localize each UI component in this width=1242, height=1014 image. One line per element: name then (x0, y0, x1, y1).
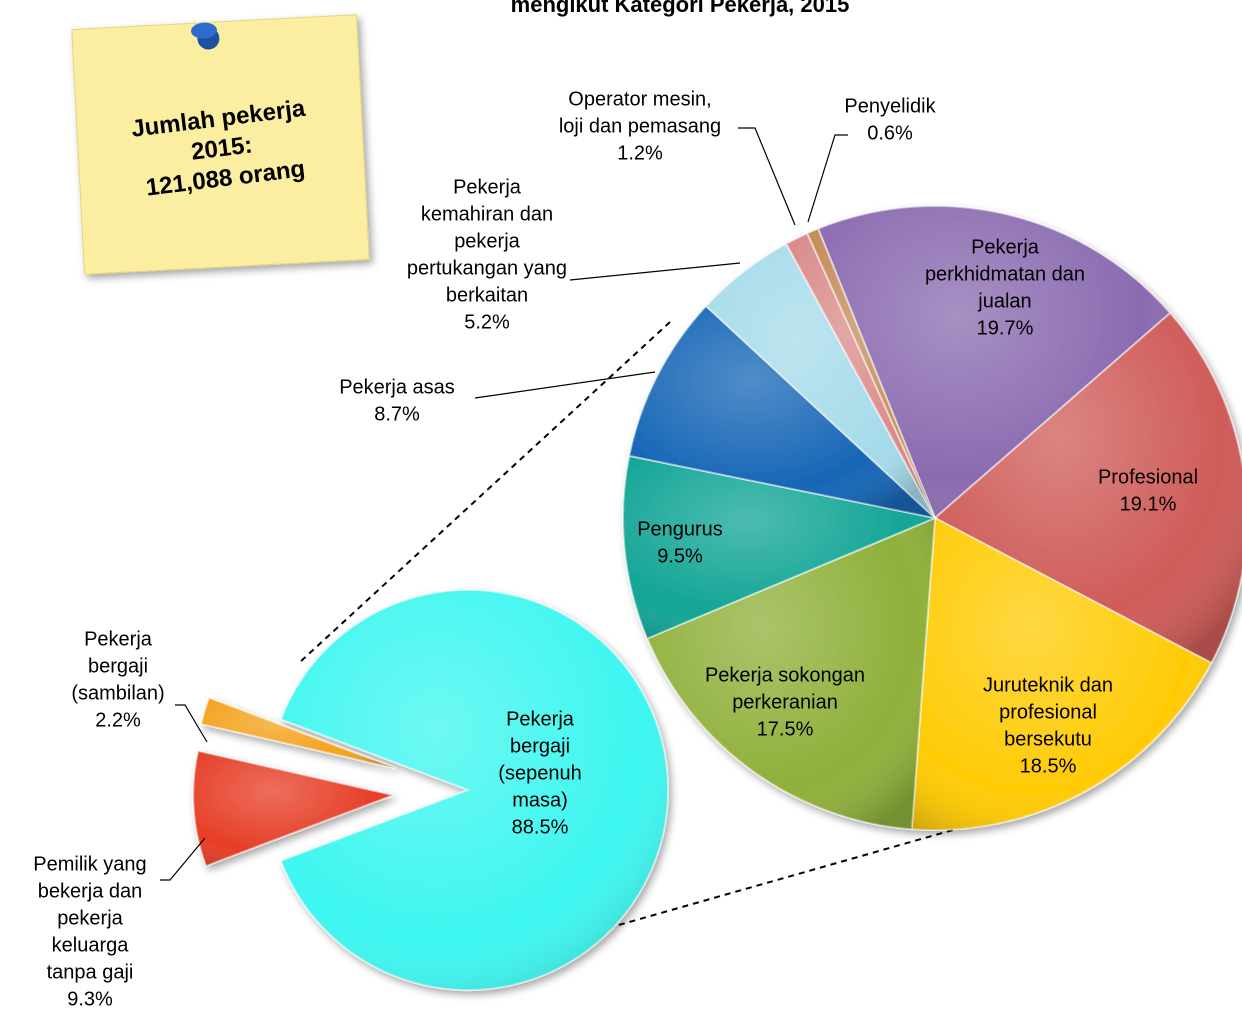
leader-line (738, 128, 795, 225)
slice-label: perkhidmatan dan (925, 263, 1085, 285)
slice-label: bergaji (510, 735, 570, 757)
leader-line (475, 372, 655, 398)
value-label: 18.5% (1020, 755, 1077, 777)
leader-line (570, 263, 740, 280)
slice-label: profesional (999, 701, 1097, 723)
slice-label: Pengurus (637, 518, 723, 540)
slice-label: pertukangan yang (407, 257, 567, 279)
value-label: 2.2% (95, 709, 141, 731)
value-label: 5.2% (464, 311, 510, 333)
slice-label: pekerja (454, 230, 520, 252)
slice-label: Pekerja (506, 708, 575, 730)
value-label: 19.7% (977, 317, 1034, 339)
slice-label: Operator mesin, (568, 88, 711, 110)
slice-label: bergaji (88, 655, 148, 677)
pie (193, 590, 668, 990)
chart-title: mengikut Kategori Pekerja, 2015 (511, 0, 850, 17)
value-label: 8.7% (374, 403, 420, 425)
slice-label: berkaitan (446, 284, 528, 306)
slice-label: masa) (512, 789, 568, 811)
value-label: 17.5% (757, 718, 814, 740)
slice-label: (sambilan) (71, 682, 164, 704)
slice-label: Pekerja (971, 236, 1040, 258)
slice-label: Juruteknik dan (983, 674, 1113, 696)
slice-label: Pekerja (84, 628, 153, 650)
slice-label: bersekutu (1004, 728, 1092, 750)
slice-label: jualan (977, 290, 1031, 312)
slice-label: perkeranian (732, 691, 838, 713)
slice-label: pekerja (57, 907, 123, 929)
value-label: 9.5% (657, 545, 703, 567)
value-label: 19.1% (1120, 493, 1177, 515)
slice-label: tanpa gaji (47, 961, 134, 983)
page: mengikut Kategori Pekerja, 2015 Jumlah p… (0, 0, 1242, 1014)
value-label: 0.6% (867, 122, 913, 144)
slice-label: Pekerja asas (339, 376, 455, 398)
value-label: 1.2% (617, 142, 663, 164)
slice-label: keluarga (52, 934, 130, 956)
slice-label: Penyelidik (844, 95, 936, 117)
slice-label: loji dan pemasang (559, 115, 721, 137)
value-label: 9.3% (67, 988, 113, 1010)
slice-label: bekerja dan (38, 880, 143, 902)
slice-label: Pekerja sokongan (705, 664, 865, 686)
leader-line (808, 135, 848, 222)
slice-label: (sepenuh (498, 762, 581, 784)
slice-label: Pekerja (453, 176, 522, 198)
slice-label: kemahiran dan (421, 203, 553, 225)
slice-label: Profesional (1098, 466, 1198, 488)
value-label: 88.5% (512, 816, 569, 838)
chart: mengikut Kategori Pekerja, 2015 Jumlah p… (0, 0, 1242, 1014)
slice-label: Pemilik yang (33, 853, 146, 875)
